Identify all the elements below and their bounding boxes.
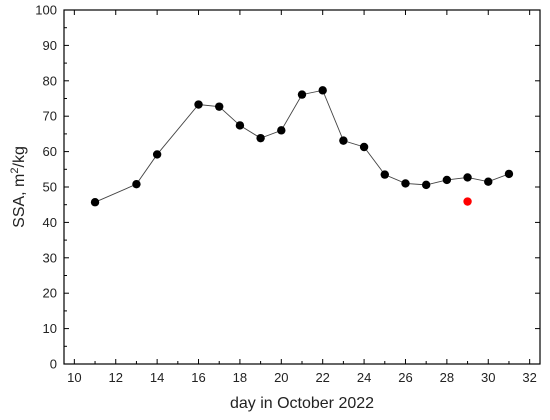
data-point [380, 170, 389, 179]
x-tick-label: 12 [109, 370, 123, 385]
axis-ticks: 10 12 14 16 18 20 22 24 26 28 30 32 0 10 20 30 40 50 60 70 8… [35, 3, 540, 385]
x-tick-label: 26 [398, 370, 412, 385]
data-point [297, 90, 307, 99]
y-tick-label: 60 [43, 144, 57, 159]
data-point [256, 133, 265, 143]
x-tick-label: 20 [274, 370, 288, 385]
y-tick-label: 10 [43, 321, 57, 336]
data-point [194, 100, 203, 109]
y-tick-label: 20 [43, 286, 57, 301]
x-tick-label: 24 [357, 370, 371, 385]
data-point [215, 102, 224, 111]
data-point [401, 179, 410, 188]
x-tick-label: 32 [522, 370, 536, 385]
data-point [484, 177, 493, 186]
y-tick-label: 90 [43, 38, 57, 53]
data-point [442, 175, 452, 185]
data-point [463, 173, 472, 182]
x-tick-label: 28 [440, 370, 454, 385]
y-tick-label: 70 [43, 109, 57, 124]
x-tick-label: 18 [233, 370, 247, 385]
y-axis-label-tail: /kg [11, 146, 28, 167]
y-tick-label: 100 [35, 3, 57, 18]
data-point [152, 150, 162, 159]
data-point [132, 179, 141, 189]
x-axis-label: day in October 2022 [230, 395, 374, 412]
x-tick-label: 16 [191, 370, 205, 385]
x-tick-label: 30 [481, 370, 495, 385]
x-tick-label: 10 [67, 370, 81, 385]
data-point [235, 121, 245, 130]
y-tick-label: 50 [43, 180, 57, 195]
data-point [504, 169, 514, 179]
series-line [94, 89, 510, 203]
data-point [90, 198, 100, 207]
series-lines [94, 89, 510, 203]
data-point [421, 180, 431, 190]
y-tick-label: 30 [43, 250, 57, 265]
data-point [318, 86, 327, 95]
data-points [90, 86, 514, 207]
x-tick-label: 22 [315, 370, 329, 385]
y-tick-label: 0 [50, 357, 57, 372]
y-tick-label: 40 [43, 215, 57, 230]
y-axis-label: SSA, m2/kg [9, 146, 28, 228]
outlier-point [463, 197, 472, 206]
x-tick-label: 14 [150, 370, 164, 385]
y-tick-label: 80 [43, 73, 57, 88]
data-point [359, 142, 369, 152]
data-point [277, 126, 286, 135]
y-axis-label-sup: 2 [9, 167, 21, 173]
y-axis-label-main: SSA, m [11, 174, 28, 228]
data-point [339, 136, 348, 145]
